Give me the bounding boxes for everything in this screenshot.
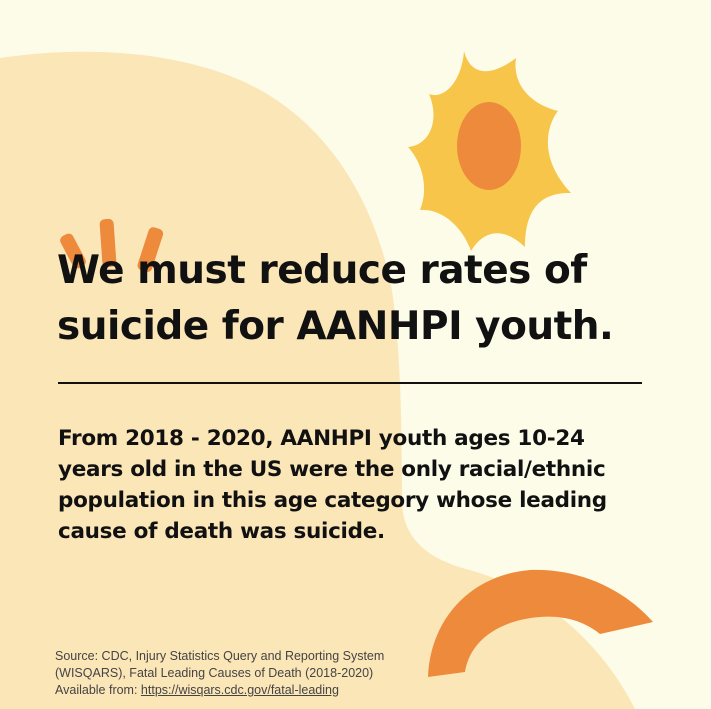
headline-line-2: suicide for AANHPI youth. [57,304,614,349]
divider [58,382,642,384]
sun-core [457,102,521,190]
body-line-4: cause of death was suicide. [58,519,385,544]
body-line-1: From 2018 - 2020, AANHPI youth ages 10-2… [58,426,585,451]
source-line-2: (WISQARS), Fatal Leading Causes of Death… [55,666,374,680]
sparkle-marks [60,218,164,273]
sun-icon [408,51,571,251]
source-available-label: Available from: [55,683,141,697]
source-citation: Source: CDC, Injury Statistics Query and… [55,648,384,699]
orange-arc [428,569,653,677]
body-text: From 2018 - 2020, AANHPI youth ages 10-2… [58,423,678,547]
headline-line-1: We must reduce rates of [57,248,587,293]
headline: We must reduce rates of suicide for AANH… [57,243,697,355]
source-link[interactable]: https://wisqars.cdc.gov/fatal-leading [140,683,339,697]
source-line-1: Source: CDC, Injury Statistics Query and… [55,649,385,663]
body-line-2: years old in the US were the only racial… [58,457,606,482]
body-line-3: population in this age category whose le… [58,488,607,513]
beige-blob [0,51,635,709]
